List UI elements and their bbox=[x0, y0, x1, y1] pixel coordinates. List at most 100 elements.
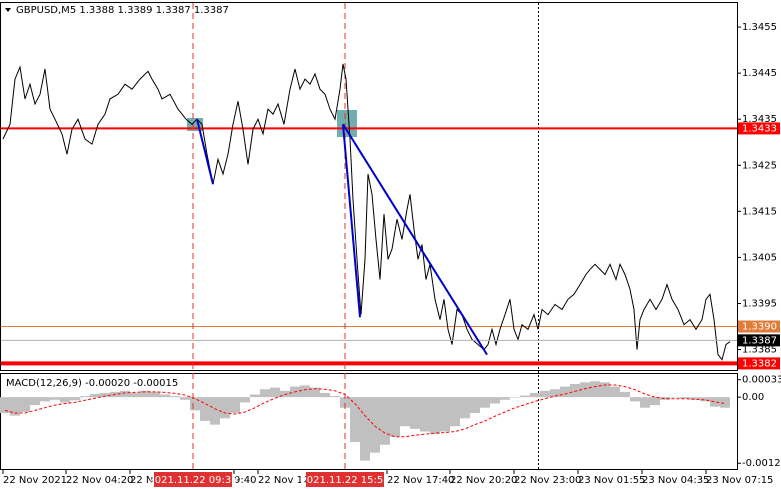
macd-bar bbox=[460, 397, 470, 419]
x-tick-label: 22 Nov 04:20 bbox=[66, 475, 133, 486]
vertical-line-label-box bbox=[154, 472, 232, 487]
y-tick-label: 1.3445 bbox=[742, 68, 777, 79]
macd-bar bbox=[610, 386, 620, 398]
macd-bar bbox=[190, 397, 200, 411]
trend-line bbox=[342, 123, 488, 356]
macd-bar bbox=[690, 397, 700, 400]
level-label-box bbox=[738, 320, 780, 333]
macd-bar bbox=[150, 391, 160, 398]
y-tick-label: 1.3385 bbox=[742, 345, 777, 356]
macd-bar bbox=[30, 397, 40, 406]
macd-bar bbox=[640, 397, 650, 408]
macd-bar bbox=[180, 397, 190, 400]
y-tick-label: 1.3415 bbox=[742, 206, 777, 217]
macd-bar bbox=[260, 389, 270, 398]
macd-bar bbox=[130, 392, 140, 398]
level-label-box bbox=[738, 122, 780, 135]
macd-bar bbox=[350, 397, 360, 443]
macd-bar bbox=[550, 389, 560, 398]
macd-bar bbox=[0, 397, 10, 414]
macd-bar bbox=[520, 395, 530, 398]
macd-bar bbox=[70, 397, 80, 401]
x-tick-label: 22 Nov 17:40 bbox=[387, 475, 454, 486]
trend-line bbox=[196, 118, 214, 185]
macd-bar bbox=[90, 393, 100, 398]
symbol-icon bbox=[5, 8, 11, 12]
macd-bar bbox=[230, 397, 240, 414]
entry-marker bbox=[337, 110, 357, 137]
y-tick-label: 1.3405 bbox=[742, 252, 777, 263]
macd-bar bbox=[210, 397, 220, 425]
macd-bar bbox=[220, 397, 230, 419]
macd-bar bbox=[420, 397, 430, 432]
macd-bar bbox=[500, 397, 510, 400]
macd-bar bbox=[20, 397, 30, 412]
y-tick-label: 0.00033 bbox=[742, 375, 781, 386]
macd-bar bbox=[580, 382, 590, 398]
last-price-box bbox=[738, 334, 780, 347]
y-tick-label: 0.00 bbox=[742, 392, 764, 403]
trend-line bbox=[342, 124, 361, 318]
price-line bbox=[2, 63, 731, 361]
macd-bar bbox=[360, 397, 370, 461]
macd-bar bbox=[330, 396, 340, 398]
macd-bar bbox=[40, 397, 50, 402]
macd-bar bbox=[140, 390, 150, 398]
macd-bar bbox=[680, 397, 690, 399]
macd-bar bbox=[510, 397, 520, 398]
macd-bar bbox=[120, 390, 130, 398]
macd-bar bbox=[530, 392, 540, 398]
macd-bar bbox=[450, 397, 460, 427]
price-pane bbox=[0, 2, 738, 371]
x-tick-label: 22 Nov 23:00 bbox=[514, 475, 581, 486]
x-tick-label: 9:40 bbox=[234, 475, 256, 486]
macd-bar bbox=[370, 397, 380, 453]
level-label: 1.3382 bbox=[742, 358, 777, 369]
y-tick-label: 1.3455 bbox=[742, 22, 777, 33]
macd-bar bbox=[410, 397, 420, 429]
macd-bar bbox=[660, 397, 670, 400]
macd-bar bbox=[200, 397, 210, 421]
macd-bar bbox=[80, 396, 90, 398]
macd-bar bbox=[270, 387, 280, 398]
x-tick-label: 23 Nov 04:35 bbox=[642, 475, 709, 486]
macd-bar bbox=[720, 397, 730, 408]
macd-bar bbox=[710, 397, 720, 407]
macd-bar bbox=[50, 397, 60, 400]
vertical-line-label-box bbox=[306, 472, 384, 487]
macd-bar bbox=[320, 392, 330, 398]
macd-bar bbox=[480, 397, 490, 408]
macd-bar bbox=[250, 394, 260, 398]
macd-bar bbox=[240, 397, 250, 403]
vertical-line-label: 2021.11.22 15:55 bbox=[300, 475, 389, 486]
x-tick-label: 22 Nov 12: bbox=[258, 475, 313, 486]
level-label: 1.3433 bbox=[742, 123, 777, 134]
macd-bar bbox=[540, 390, 550, 398]
macd-bar bbox=[470, 397, 480, 414]
macd-bar bbox=[390, 397, 400, 437]
macd-bar bbox=[670, 397, 680, 398]
macd-bar bbox=[60, 397, 70, 403]
x-tick-label: 22 Nov bbox=[130, 475, 166, 486]
signal-line bbox=[4, 384, 726, 438]
macd-bar bbox=[100, 392, 110, 398]
macd-bar bbox=[380, 397, 390, 445]
level-label-box bbox=[738, 357, 780, 370]
macd-bar bbox=[650, 397, 660, 406]
macd-bar bbox=[280, 390, 290, 398]
macd-bar bbox=[570, 383, 580, 398]
x-tick-label: 22 Nov 20:20 bbox=[450, 475, 517, 486]
vertical-line-label: 2021.11.22 09:35 bbox=[148, 475, 237, 486]
x-tick-label: 23 Nov 01:55 bbox=[578, 475, 645, 486]
macd-bar bbox=[10, 397, 20, 416]
macd-bar bbox=[490, 397, 500, 404]
macd-bar bbox=[590, 381, 600, 398]
macd-bar bbox=[310, 387, 320, 398]
level-label: 1.3390 bbox=[742, 322, 777, 333]
y-tick-label: 1.3425 bbox=[742, 160, 777, 171]
macd-bar bbox=[440, 397, 450, 432]
macd-bar bbox=[430, 397, 440, 435]
macd-bar bbox=[300, 385, 310, 398]
y-tick-label: -0.00125 bbox=[742, 458, 781, 469]
